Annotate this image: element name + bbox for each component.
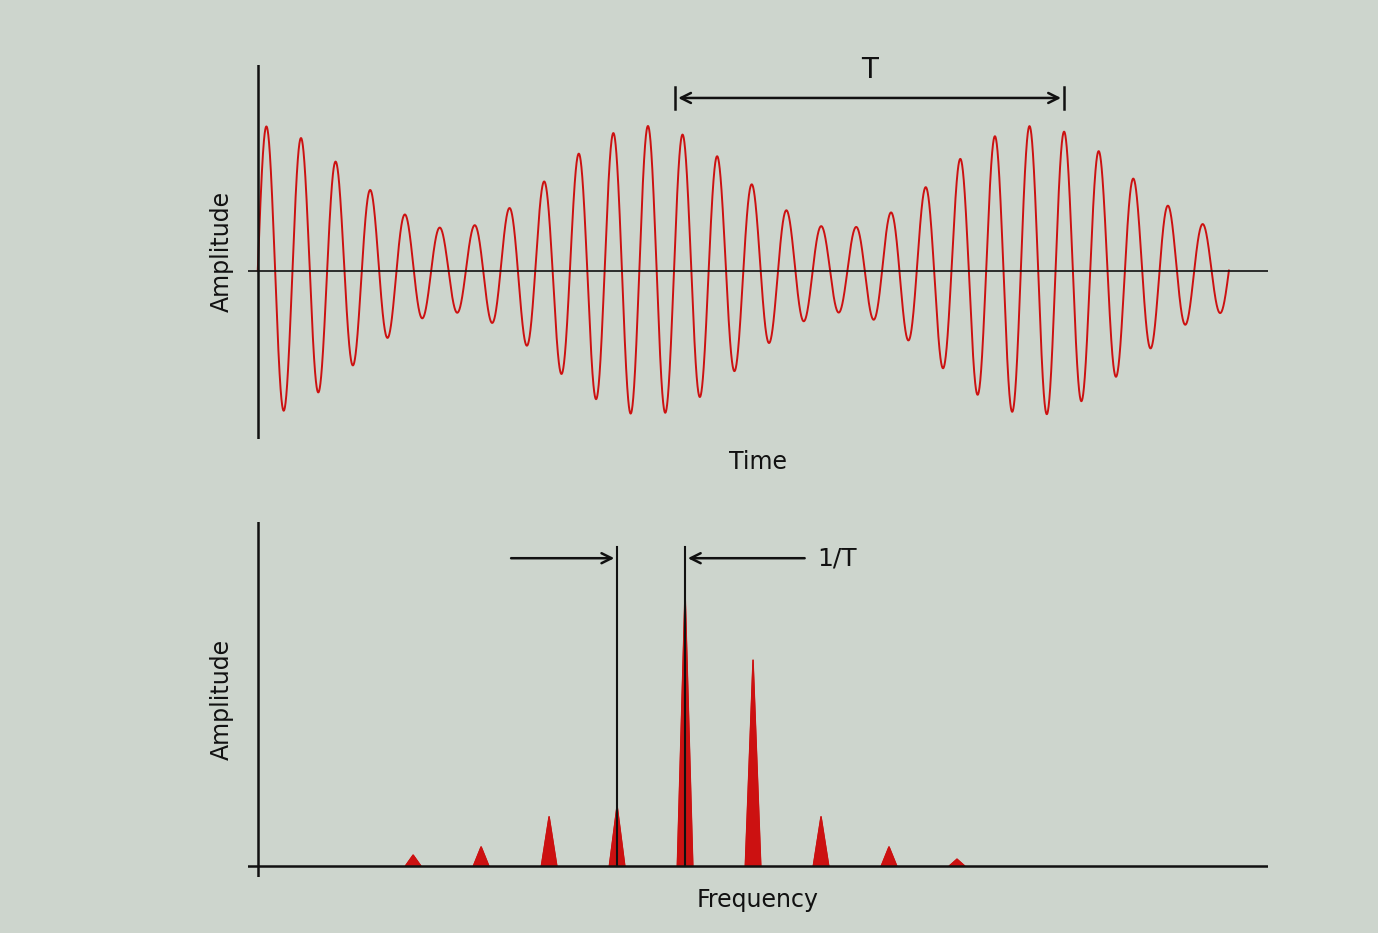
X-axis label: Time: Time: [729, 450, 787, 474]
Polygon shape: [745, 660, 761, 866]
Polygon shape: [949, 859, 965, 866]
Text: 1/T: 1/T: [817, 546, 857, 570]
Polygon shape: [474, 847, 489, 866]
Polygon shape: [813, 816, 828, 866]
Polygon shape: [882, 847, 897, 866]
Text: T: T: [861, 56, 878, 84]
X-axis label: Frequency: Frequency: [697, 888, 819, 912]
Y-axis label: Amplitude: Amplitude: [211, 191, 234, 313]
Polygon shape: [678, 592, 693, 866]
Y-axis label: Amplitude: Amplitude: [211, 639, 234, 760]
Polygon shape: [609, 805, 624, 866]
Polygon shape: [405, 855, 420, 866]
Polygon shape: [542, 816, 557, 866]
